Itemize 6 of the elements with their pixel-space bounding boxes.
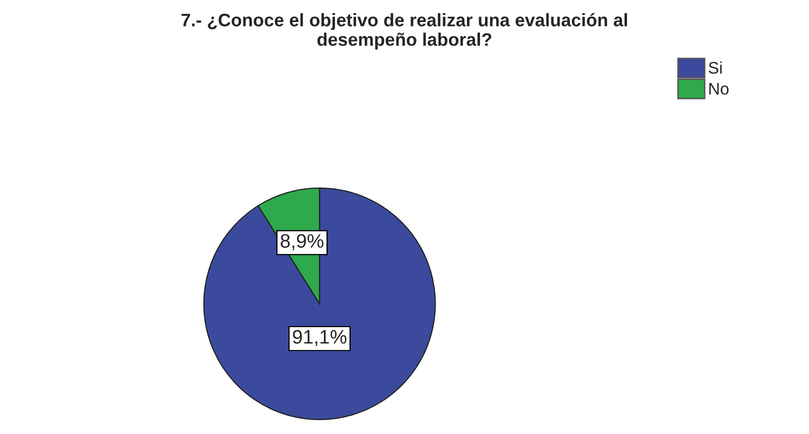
legend-label: No <box>709 83 729 95</box>
data-label: 91,1% <box>292 330 346 346</box>
pie-slice <box>203 188 436 420</box>
data-label: 8,9% <box>280 234 324 250</box>
legend-label: Si <box>708 61 722 74</box>
chart-title: 7.- ¿Conoce el objetivo de realizar una evaluación al desempeño laboral? <box>182 13 627 50</box>
